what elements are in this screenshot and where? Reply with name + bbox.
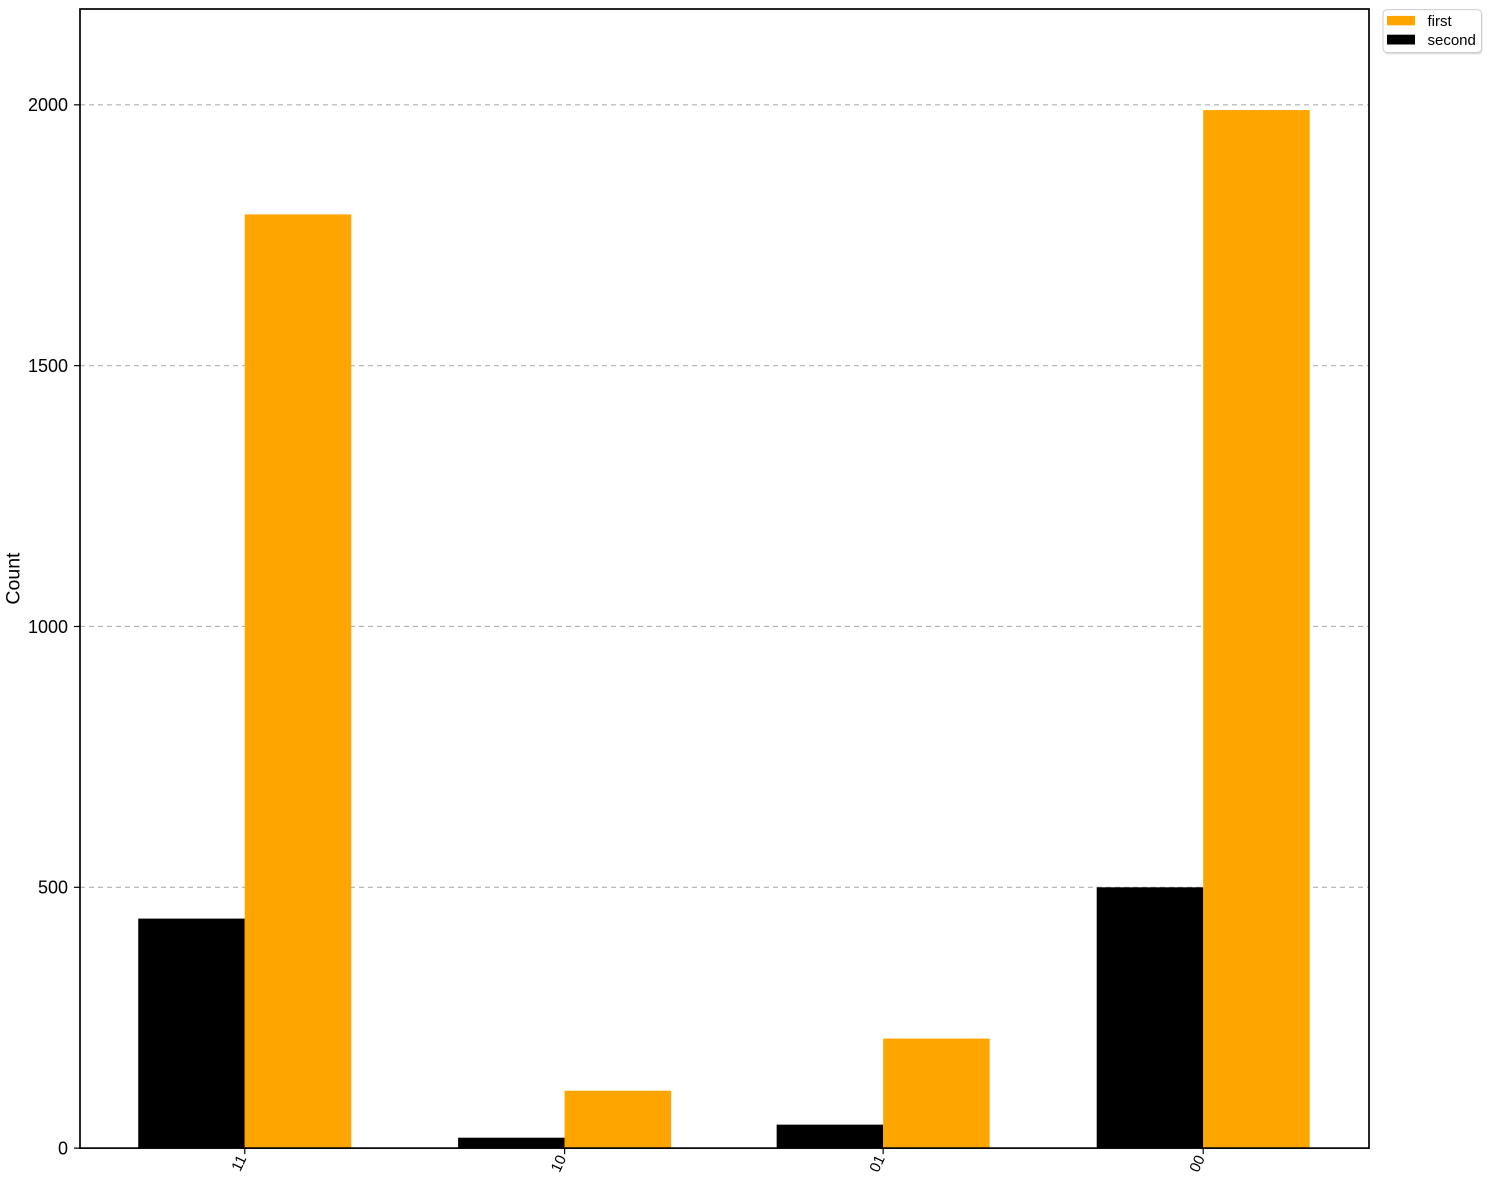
svg-text:2000: 2000	[28, 95, 68, 115]
svg-text:500: 500	[38, 878, 68, 898]
svg-text:0: 0	[58, 1138, 68, 1158]
svg-text:first: first	[1428, 13, 1453, 30]
svg-text:1500: 1500	[28, 356, 68, 376]
svg-text:second: second	[1428, 32, 1476, 49]
svg-text:1000: 1000	[28, 617, 68, 637]
svg-text:Count: Count	[3, 552, 25, 605]
